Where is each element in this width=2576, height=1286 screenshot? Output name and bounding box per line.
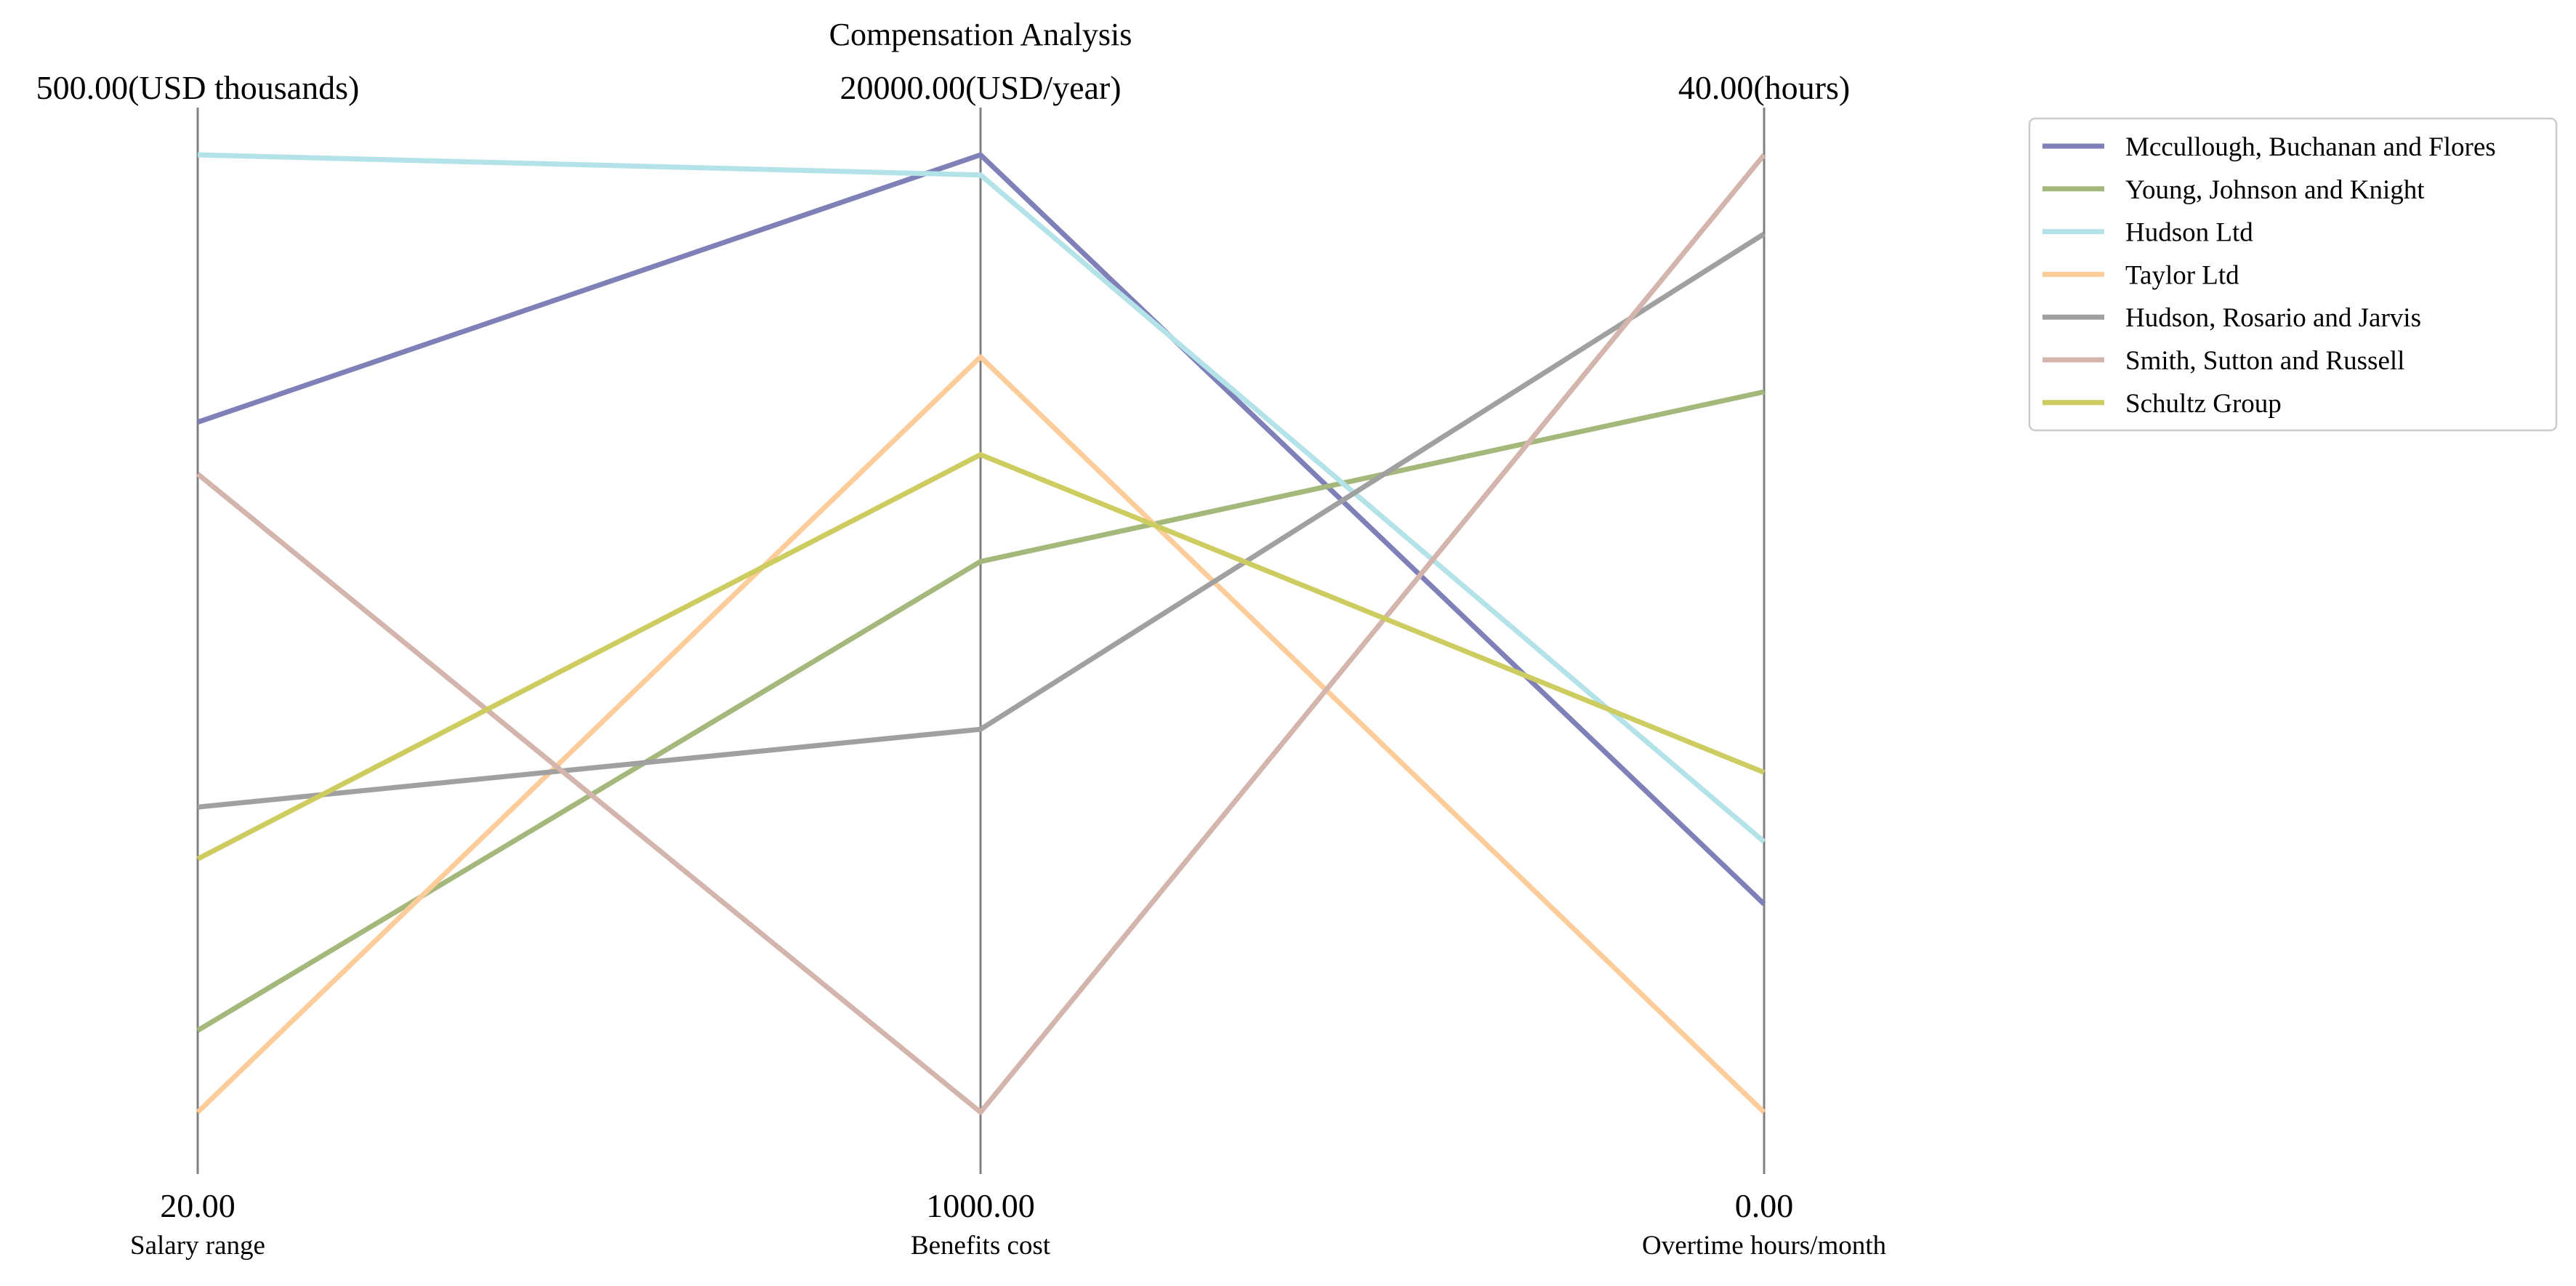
legend-label: Mccullough, Buchanan and Flores [2125, 132, 2496, 162]
series-line [197, 152, 1766, 844]
axis-max-label: 20000.00(USD/year) [840, 69, 1121, 106]
legend-frame [2028, 117, 2558, 432]
axis-min-label: 1000.00 [926, 1187, 1035, 1224]
chart-title: Compensation Analysis [829, 17, 1132, 52]
legend-label: Hudson, Rosario and Jarvis [2125, 303, 2421, 333]
series-line [196, 354, 1766, 1114]
series-line [196, 152, 1766, 907]
series-line [196, 451, 1766, 861]
legend-label: Schultz Group [2125, 389, 2282, 419]
series-layer [196, 152, 1766, 1115]
series-line [196, 389, 1765, 1033]
axes-layer: 500.00(USD thousands) 20.00 Salary range 20… [36, 69, 1887, 1261]
axis-max-label: 500.00(USD thousands) [36, 69, 360, 106]
axis-name-label: Salary range [130, 1231, 265, 1261]
series-line [197, 231, 1766, 810]
axis-min-label: 0.00 [1735, 1187, 1794, 1224]
legend-label: Taylor Ltd [2125, 260, 2239, 290]
legend: Mccullough, Buchanan and Flores Young, Jo… [2028, 117, 2558, 432]
legend-label: Hudson Ltd [2125, 218, 2253, 248]
legend-items: Mccullough, Buchanan and Flores Young, Jo… [2042, 132, 2496, 419]
axis-name-label: Benefits cost [911, 1231, 1051, 1261]
axis-name-label: Overtime hours/month [1642, 1231, 1887, 1261]
axis-max-label: 40.00(hours) [1678, 69, 1850, 106]
legend-label: Smith, Sutton and Russell [2125, 346, 2404, 376]
axis-min-label: 20.00 [160, 1187, 236, 1224]
series-line [196, 153, 1766, 1115]
legend-label: Young, Johnson and Knight [2125, 175, 2425, 205]
